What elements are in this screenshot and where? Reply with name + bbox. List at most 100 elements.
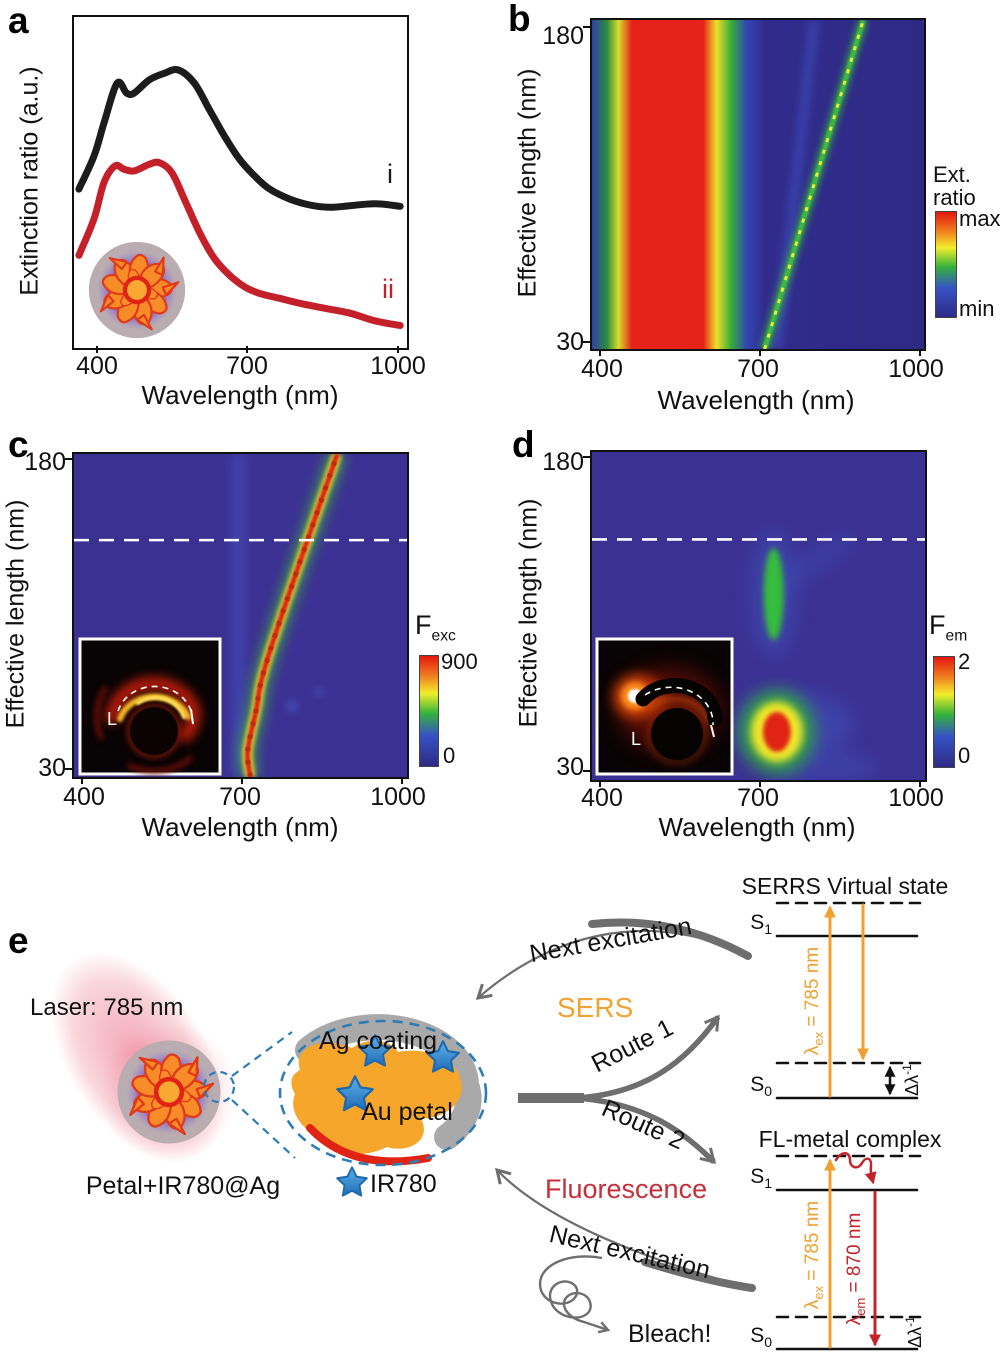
weak-mode-spot bbox=[313, 686, 325, 698]
ir780-red-arc bbox=[306, 1124, 432, 1166]
panel-b-tickmark bbox=[599, 349, 601, 356]
colorbar-d-symbol: F bbox=[929, 610, 946, 640]
fl-lambda-em-label: λem = 870 nm bbox=[844, 1213, 868, 1326]
next-excitation-top-arrow bbox=[475, 929, 749, 1000]
zoom-connector-top bbox=[231, 1031, 293, 1077]
diagonal-mode-beads bbox=[763, 20, 865, 349]
panel-c-ytickmark bbox=[65, 458, 72, 460]
colorbar-d-min: 0 bbox=[958, 743, 971, 768]
core-disc bbox=[130, 707, 178, 755]
panel-c-tickmark bbox=[241, 777, 243, 784]
colorbar-b-title: Ext. ratio bbox=[933, 163, 976, 209]
panel-b-tickmark bbox=[759, 349, 761, 356]
panel-d-modes: L bbox=[592, 530, 925, 780]
s1-label: S1 bbox=[750, 911, 772, 937]
next-excitation-bottom-thick bbox=[641, 1258, 756, 1292]
panel-d-ytickmark bbox=[583, 770, 590, 772]
zoom-ellipse-border bbox=[278, 1019, 488, 1167]
ir780-legend-star bbox=[336, 1166, 368, 1197]
bleach-spiral bbox=[538, 1255, 611, 1334]
panel-d-inset-fieldmap: L bbox=[595, 637, 734, 776]
crescent-silhouette bbox=[635, 677, 723, 727]
panel-a-inset-nanoflower bbox=[89, 242, 185, 338]
curve-i-label: i bbox=[387, 159, 393, 189]
panel-c-xtick-400: 400 bbox=[63, 783, 105, 811]
zoomed-structure: Ag coating Au petal bbox=[278, 1014, 488, 1167]
serrs-title: SERRS Virtual state bbox=[742, 873, 949, 899]
crescent-hottest-arc bbox=[136, 695, 186, 719]
core-rim-glow bbox=[647, 704, 707, 764]
ag-coating-label: Ag coating bbox=[319, 1027, 437, 1055]
panel-b-ytick-30: 30 bbox=[556, 328, 584, 356]
panel-d-y-axis-label: Effective length (nm) bbox=[514, 498, 543, 728]
spectrum-curve-ii bbox=[75, 158, 404, 329]
dashed-arc bbox=[117, 685, 193, 716]
panel-c-label: c bbox=[8, 424, 29, 465]
panel-d-ytick-30: 30 bbox=[556, 753, 584, 781]
panel-d-tickmark bbox=[759, 780, 761, 787]
panel-b-x-axis-label: Wavelength (nm) bbox=[657, 385, 855, 415]
colorbar-c bbox=[419, 655, 439, 767]
panel-a-label: a bbox=[8, 0, 29, 41]
panel-a-tickmark bbox=[397, 346, 399, 353]
panel-b-ytick-180: 180 bbox=[542, 22, 584, 50]
particle-label: Petal+IR780@Ag bbox=[85, 1172, 281, 1200]
mode-wisp bbox=[774, 532, 856, 590]
panel-c-x-axis-label: Wavelength (nm) bbox=[141, 812, 339, 842]
colorbar-c-max: 900 bbox=[441, 649, 478, 674]
panel-d-heatmap: L bbox=[590, 450, 927, 782]
zoom-source-circle bbox=[202, 1070, 236, 1104]
fluorescence-label: Fluorescence bbox=[545, 1174, 707, 1204]
panel-c-heatmap: L bbox=[72, 452, 409, 779]
panel-d-xtick-1000: 1000 bbox=[888, 784, 944, 812]
delta-lambda-label: Δλ-1 bbox=[900, 1064, 922, 1096]
crescent-glow bbox=[105, 676, 202, 742]
dashed-arc bbox=[644, 686, 714, 726]
route-2-arrow bbox=[577, 1095, 717, 1165]
colorbar-c-symbol: F bbox=[415, 610, 432, 640]
colorbar-c-min: 0 bbox=[443, 743, 456, 768]
panel-b-xtick-700: 700 bbox=[737, 355, 779, 383]
au-petal-blob bbox=[291, 1040, 462, 1155]
inset-length-label: L bbox=[107, 709, 117, 729]
bleach-label: Bleach! bbox=[628, 1320, 711, 1348]
colorbar-b-min: min bbox=[959, 296, 995, 321]
core-ring-glow bbox=[127, 704, 181, 758]
panel-b-xtick-1000: 1000 bbox=[888, 355, 944, 383]
panel-d-xtick-700: 700 bbox=[737, 784, 779, 812]
panel-c-y-axis-label: Effective length (nm) bbox=[1, 499, 30, 729]
excited-mode-green bbox=[763, 548, 784, 641]
under-crescent-glow bbox=[647, 696, 711, 724]
panel-d-x-axis-label: Wavelength (nm) bbox=[658, 812, 856, 842]
nonradiative-relaxation-arrow bbox=[834, 1152, 877, 1185]
panel-b-xtick-400: 400 bbox=[581, 355, 623, 383]
panel-b-modes bbox=[759, 20, 869, 349]
fl-energy-diagram: FL-metal complex S1 S0 λex = 785 nm λem … bbox=[750, 1126, 942, 1351]
panel-d-ytickmark bbox=[583, 456, 590, 458]
core-disc bbox=[651, 708, 703, 760]
panel-c-modes: L bbox=[74, 454, 407, 777]
panel-d-xtick-400: 400 bbox=[581, 784, 623, 812]
panel-d-tickmark bbox=[599, 780, 601, 787]
panel-a-tickmark bbox=[246, 346, 248, 353]
fl-s0-label: S0 bbox=[750, 1324, 772, 1350]
panel-a-xtick-1000: 1000 bbox=[370, 352, 426, 380]
panel-b-ytickmark bbox=[583, 341, 590, 343]
panel-a-xtick-700: 700 bbox=[226, 352, 268, 380]
next-excitation-bottom-label: Next excitation bbox=[547, 1220, 713, 1284]
panel-c-xtick-700: 700 bbox=[219, 783, 261, 811]
fl-s1-label: S1 bbox=[750, 1165, 772, 1191]
s0-label: S0 bbox=[750, 1073, 772, 1099]
panel-c-tickmark bbox=[401, 777, 403, 784]
colorbar-d bbox=[933, 656, 955, 768]
panel-a-y-axis-label: Extinction ratio (a.u.) bbox=[15, 66, 44, 296]
panel-b-ytickmark bbox=[583, 26, 590, 28]
ir780-legend-label: IR780 bbox=[370, 1170, 437, 1198]
panel-a-xtick-400: 400 bbox=[76, 352, 118, 380]
lambda-ex-label: λex = 785 nm bbox=[802, 947, 826, 1055]
colorbar-c-subscript: exc bbox=[431, 627, 456, 645]
route-1-arrow bbox=[577, 1014, 721, 1101]
panel-b-tickmark bbox=[919, 349, 921, 356]
arc-end-tick bbox=[710, 724, 715, 738]
panel-d-label: d bbox=[512, 424, 535, 465]
